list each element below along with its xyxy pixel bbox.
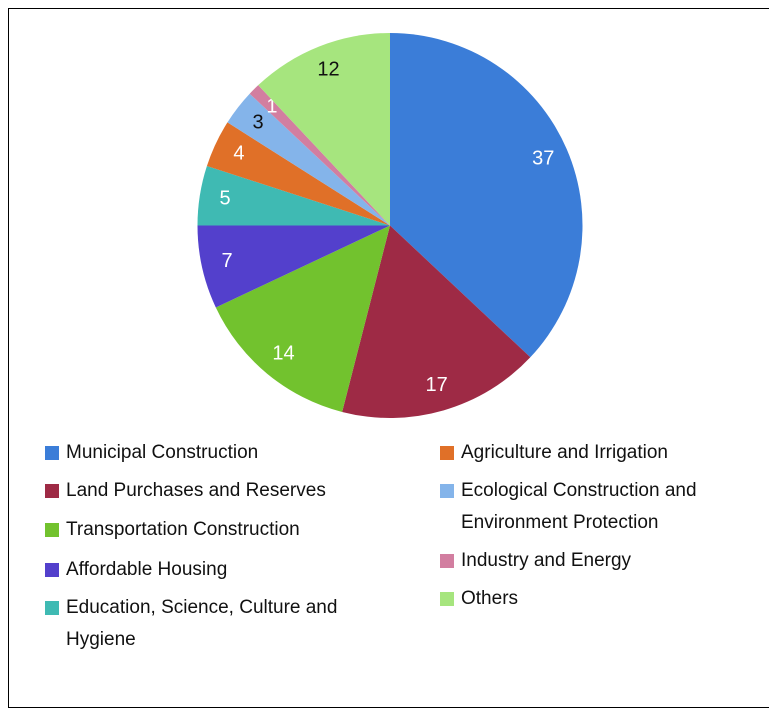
pie-slice [390, 33, 583, 358]
pie-slice [342, 225, 531, 418]
data-label: 37 [532, 147, 554, 169]
pie-slice [206, 122, 390, 226]
pie-slice [215, 225, 390, 412]
legend-label: Land Purchases and Reserves [66, 480, 326, 501]
legend-swatch [440, 484, 454, 498]
legend-label: Others [461, 588, 519, 609]
legend-item: Agriculture and Irrigation [440, 437, 760, 469]
legend-swatch [440, 554, 454, 568]
legend-item: Ecological Construction and Environment … [440, 475, 760, 539]
data-label: 14 [272, 342, 294, 364]
data-label: 7 [221, 250, 232, 272]
legend-swatch [45, 563, 59, 577]
pie-slice [227, 93, 390, 226]
legend-swatch [45, 601, 59, 615]
legend-label: Industry and Energy [461, 550, 632, 571]
legend-item: Education, Science, Culture and Hygiene [45, 592, 385, 656]
legend-swatch [45, 484, 59, 498]
legend-label: Affordable Housing [66, 559, 228, 580]
chart: 37 17 14 7 5 431 12 [197, 33, 583, 418]
legend-swatch [440, 592, 454, 606]
pie-slice [249, 85, 390, 226]
legend-item: Land Purchases and Reserves [45, 475, 385, 507]
data-label: 5 [219, 188, 230, 210]
legend-item: Municipal Construction [45, 437, 385, 469]
legend-item: Industry and Energy [440, 545, 760, 577]
data-label: 1 [266, 96, 277, 118]
data-label: 4 [233, 143, 244, 165]
legend-swatch [45, 446, 59, 460]
legend-label: Agriculture and Irrigation [461, 442, 668, 463]
data-label: 12 [317, 59, 339, 81]
pie-slice [197, 225, 390, 308]
pie-slice [197, 166, 390, 226]
legend-item: Affordable Housing [45, 554, 385, 586]
pie-slice [258, 33, 390, 226]
legend-label: Transportation Construction [66, 519, 300, 540]
legend-label: Municipal Construction [66, 442, 259, 463]
data-label: 3 [252, 111, 263, 133]
legend-item: Others [440, 583, 760, 615]
legend-item: Transportation Construction [45, 514, 385, 546]
legend-label: Education, Science, Culture and Hygiene [66, 597, 338, 650]
data-label: 17 [425, 374, 447, 396]
legend-swatch [45, 523, 59, 537]
legend-label: Ecological Construction and Environment … [461, 480, 697, 533]
legend-swatch [440, 446, 454, 460]
